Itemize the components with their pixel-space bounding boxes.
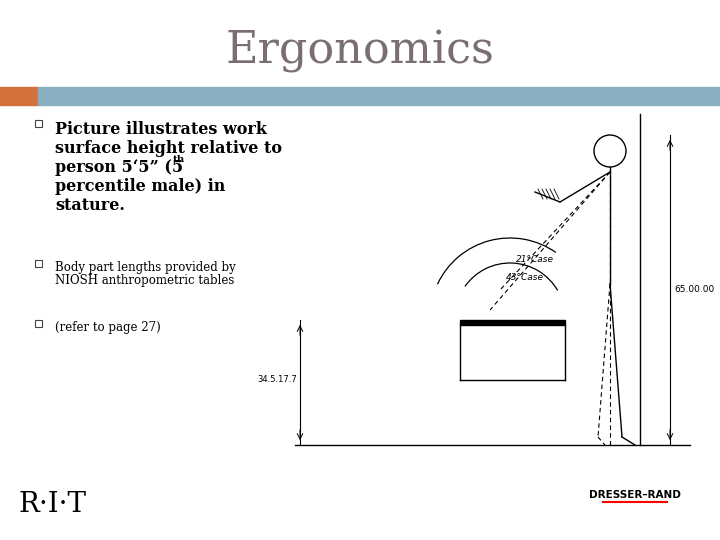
Text: Picture illustrates work: Picture illustrates work <box>55 121 267 138</box>
Text: percentile male) in: percentile male) in <box>55 178 225 195</box>
Text: 43°Case: 43°Case <box>506 273 544 282</box>
Text: 65.00.00: 65.00.00 <box>674 286 714 294</box>
Bar <box>35 260 42 267</box>
Text: 21°Case: 21°Case <box>516 255 554 265</box>
Text: 34.5.17.7: 34.5.17.7 <box>257 375 297 384</box>
Text: th: th <box>173 155 185 164</box>
Text: NIOSH anthropometric tables: NIOSH anthropometric tables <box>55 274 235 287</box>
Text: R·I·T: R·I·T <box>18 491 86 518</box>
Bar <box>38 87 720 105</box>
Text: person 5‘5” (5: person 5‘5” (5 <box>55 159 183 176</box>
Bar <box>0 87 38 105</box>
Bar <box>35 120 42 127</box>
Text: DRESSER–RAND: DRESSER–RAND <box>589 490 681 500</box>
Text: surface height relative to: surface height relative to <box>55 140 282 157</box>
Text: (refer to page 27): (refer to page 27) <box>55 321 161 334</box>
Text: stature.: stature. <box>55 197 125 214</box>
Text: Body part lengths provided by: Body part lengths provided by <box>55 261 235 274</box>
Text: Ergonomics: Ergonomics <box>225 30 495 73</box>
Bar <box>460 320 565 325</box>
Bar <box>35 320 42 327</box>
